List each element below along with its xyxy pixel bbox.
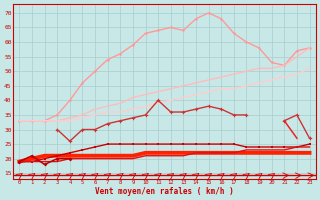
X-axis label: Vent moyen/en rafales ( km/h ): Vent moyen/en rafales ( km/h )	[95, 187, 234, 196]
